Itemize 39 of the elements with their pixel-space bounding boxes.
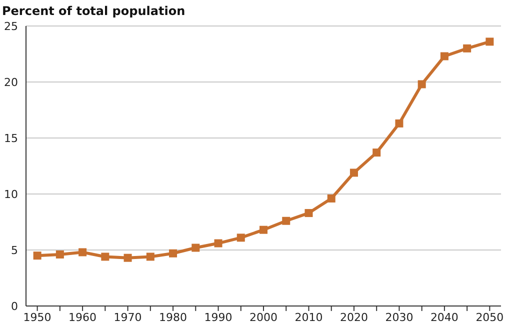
y-tick-label: 5	[11, 244, 18, 257]
x-tick-label: 1980	[159, 310, 188, 324]
point	[33, 252, 42, 260]
point	[440, 52, 448, 60]
point	[101, 252, 110, 261]
y-tick-label: 10	[4, 188, 18, 201]
point	[124, 254, 132, 262]
point	[372, 148, 381, 157]
y-tick-label: 0	[11, 300, 18, 313]
x-tick-label: 1960	[68, 310, 97, 324]
point	[463, 44, 472, 52]
x-tick-label: 2050	[476, 310, 504, 324]
point	[169, 249, 178, 258]
x-tick-label: 1970	[114, 310, 142, 324]
x-tick-label: 2030	[385, 310, 414, 324]
point	[486, 38, 494, 46]
point	[418, 80, 426, 88]
point	[56, 250, 64, 258]
y-tick-label: 25	[4, 20, 18, 33]
y-tick-label: 20	[4, 76, 18, 89]
chart-title: Percent of total population	[2, 4, 186, 18]
x-tick-label: 2000	[250, 310, 278, 324]
x-tick-label: 1950	[23, 310, 52, 324]
point	[146, 252, 154, 261]
x-tick-label: 2010	[294, 310, 323, 324]
point	[78, 248, 87, 256]
y-tick-label: 15	[4, 132, 18, 145]
x-tick-label: 2040	[430, 310, 458, 324]
point	[192, 244, 200, 252]
point	[350, 168, 358, 177]
point	[395, 119, 404, 128]
point	[282, 216, 290, 225]
x-tick-label: 2020	[340, 310, 368, 324]
point	[304, 209, 313, 218]
point	[327, 194, 336, 202]
point	[260, 226, 268, 234]
x-tick-label: 1990	[204, 310, 232, 324]
point	[214, 239, 222, 248]
point	[236, 234, 245, 242]
